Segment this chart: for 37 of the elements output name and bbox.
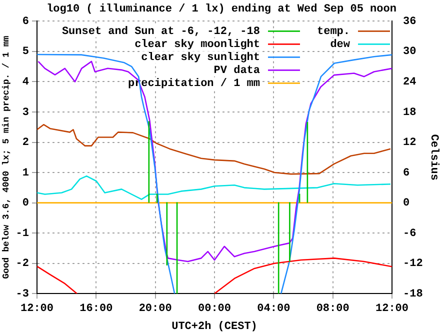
y-tick-label: 1 xyxy=(22,167,30,180)
legend-label: PV data xyxy=(214,64,260,77)
y2-tick-label: 36 xyxy=(402,16,416,28)
y-tick-label: 3 xyxy=(22,106,30,119)
y2-tick-label: 12 xyxy=(402,137,416,150)
x-axis-title: UTC+2h (CEST) xyxy=(172,321,258,334)
x-tick-label: 16:00 xyxy=(80,302,113,315)
y-tick-label: -1 xyxy=(16,228,30,240)
y-tick-label: -3 xyxy=(16,288,30,300)
legend-label: dew xyxy=(330,38,350,51)
chart-title: log10 ( illuminance / 1 lx) ending at Wed Sep 05 noon xyxy=(46,3,396,16)
legend-label: clear sky moonlight xyxy=(134,38,260,51)
x-tick-label: 08:00 xyxy=(316,302,350,315)
y-tick-label: 5 xyxy=(22,46,30,58)
y-tick-label: 6 xyxy=(22,16,29,28)
y2-axis-title: Celsius xyxy=(428,134,440,181)
y-tick-label: 4 xyxy=(22,76,30,88)
y-tick-label: 2 xyxy=(22,137,29,150)
y2-tick-label: -12 xyxy=(402,258,423,270)
y2-tick-label: 18 xyxy=(402,106,417,119)
y2-tick-label: 30 xyxy=(402,46,416,58)
x-tick-label: 12:00 xyxy=(375,302,409,315)
x-tick-label: 20:00 xyxy=(138,302,172,315)
x-tick-label: 12:00 xyxy=(20,302,54,315)
y-tick-label: -2 xyxy=(16,258,29,270)
y-tick-label: 0 xyxy=(22,198,29,210)
y2-tick-label: 6 xyxy=(402,167,410,180)
y2-tick-label: 0 xyxy=(402,198,410,210)
y2-tick-label: -6 xyxy=(402,228,416,240)
y2-tick-label: -18 xyxy=(402,288,424,300)
legend-label: Sunset and Sun at -6, -12, -18 xyxy=(62,26,260,38)
x-tick-label: 00:00 xyxy=(198,302,232,315)
legend-label: temp. xyxy=(316,26,350,38)
y2-tick-label: 24 xyxy=(402,76,417,88)
y-axis-title: Good below 3.6, 4000 lx; 5 min precip. / 1 mm xyxy=(2,35,12,279)
x-tick-label: 04:00 xyxy=(257,302,290,315)
legend-label: clear sky sunlight xyxy=(141,52,260,64)
